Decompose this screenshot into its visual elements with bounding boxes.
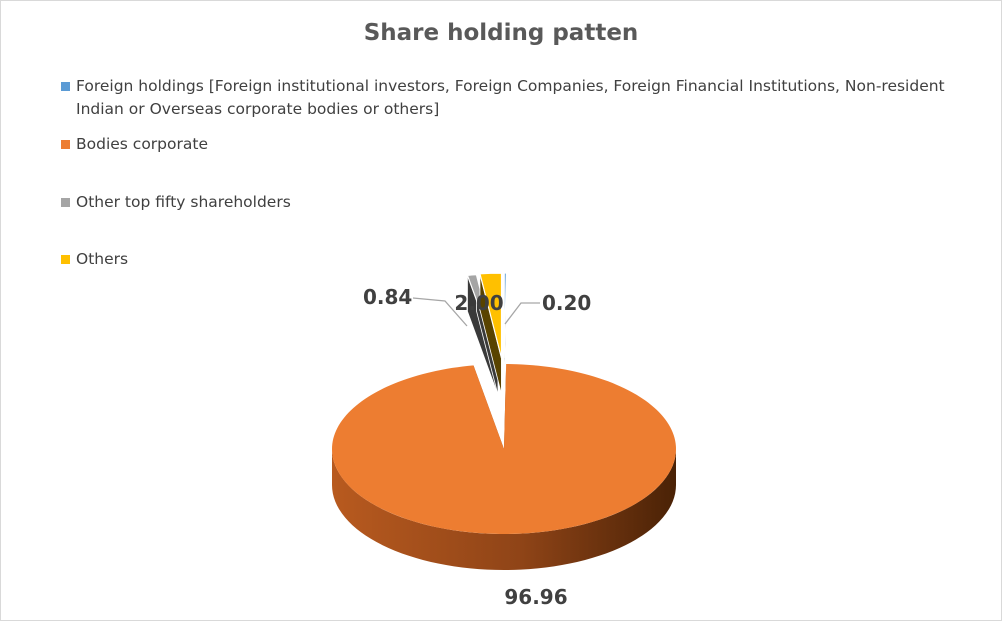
legend-item-other-top-fifty: Other top fifty shareholders — [61, 191, 981, 214]
legend-swatch-other-top-fifty — [61, 198, 70, 207]
data-label-bodies-corporate: 96.96 — [504, 585, 567, 609]
leader-line-foreign-holdings — [504, 302, 540, 325]
pie-slices — [332, 272, 677, 570]
legend-item-foreign-holdings: Foreign holdings [Foreign institutional … — [61, 75, 981, 121]
slice-foreign-holdings — [503, 272, 508, 394]
legend-item-bodies-corporate: Bodies corporate — [61, 133, 981, 156]
data-labels: 0.20 96.96 0.84 2.00 — [363, 285, 591, 609]
legend-label-foreign-holdings: Foreign holdings [Foreign institutional … — [76, 77, 945, 118]
data-label-others: 2.00 — [454, 291, 503, 315]
legend-label-bodies-corporate: Bodies corporate — [76, 135, 208, 153]
data-label-other-top-fifty: 0.84 — [363, 285, 412, 309]
legend: Foreign holdings [Foreign institutional … — [61, 75, 981, 271]
slice-others — [479, 272, 503, 395]
legend-swatch-others — [61, 255, 70, 264]
legend-item-others: Others — [61, 248, 981, 271]
legend-swatch-bodies-corporate — [61, 140, 70, 149]
data-label-foreign-holdings: 0.20 — [542, 291, 591, 315]
legend-label-others: Others — [76, 250, 129, 268]
slice-bodies-corporate — [332, 364, 677, 570]
leader-line-other-top-fifty — [412, 297, 468, 327]
legend-swatch-foreign-holdings — [61, 82, 70, 91]
legend-label-other-top-fifty: Other top fifty shareholders — [76, 193, 291, 211]
chart-title: Share holding patten — [363, 20, 639, 46]
